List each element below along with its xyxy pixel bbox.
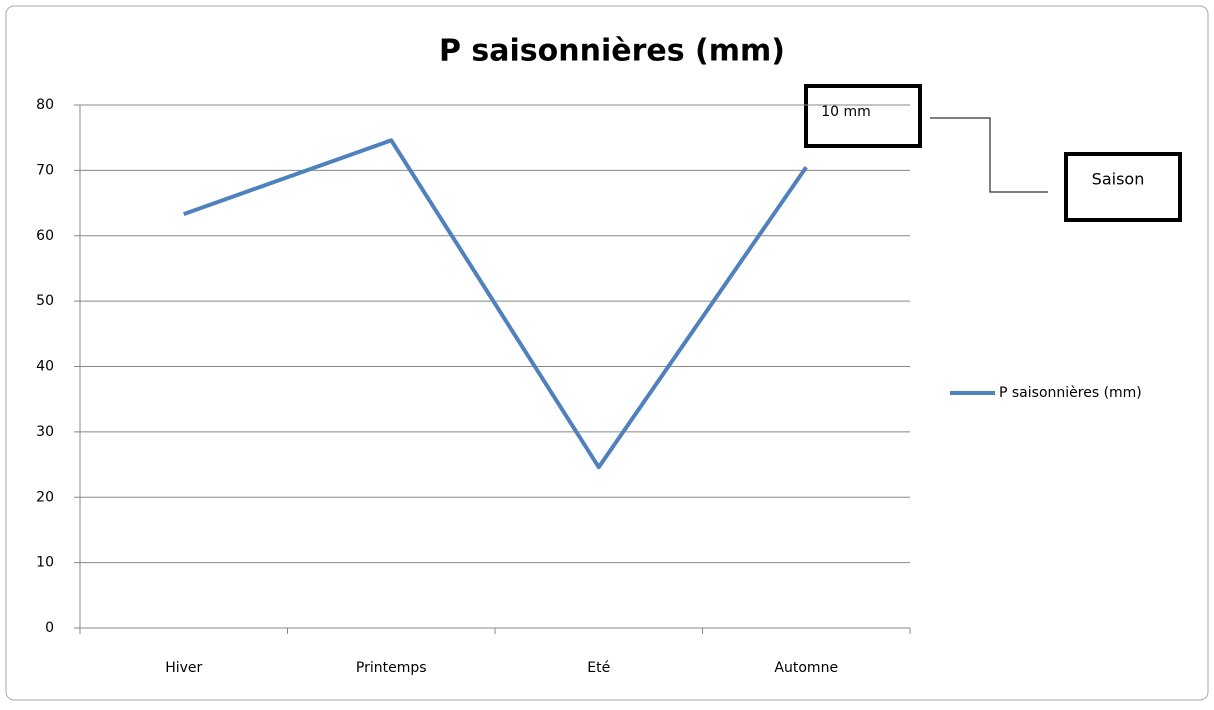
y-tick-label: 40 [36,359,54,375]
x-tick-label: Automne [774,660,838,676]
legend-label: P saisonnières (mm) [999,385,1142,401]
y-tick-label: 60 [36,228,54,244]
y-tick-label: 0 [45,620,54,636]
connector [930,117,1048,193]
y-tick-label: 10 [36,555,54,571]
annotation-box [804,84,922,148]
chart-frame [5,5,1209,701]
x-tick-label: Printemps [356,660,427,676]
chart-title: P saisonnières (mm) [439,34,785,69]
x-tick-label: Hiver [165,660,202,676]
x-tick-label: Eté [587,660,610,676]
annotation: 10 mm [821,104,871,120]
line-series [183,138,808,470]
y-tick-label: 30 [36,424,54,440]
y-tick-label: 80 [36,97,54,113]
annotation: Saison [1092,170,1145,189]
y-tick-label: 20 [36,489,54,505]
y-tick-label: 70 [36,162,54,178]
y-tick-label: 50 [36,293,54,309]
annotation-box [1064,152,1182,222]
